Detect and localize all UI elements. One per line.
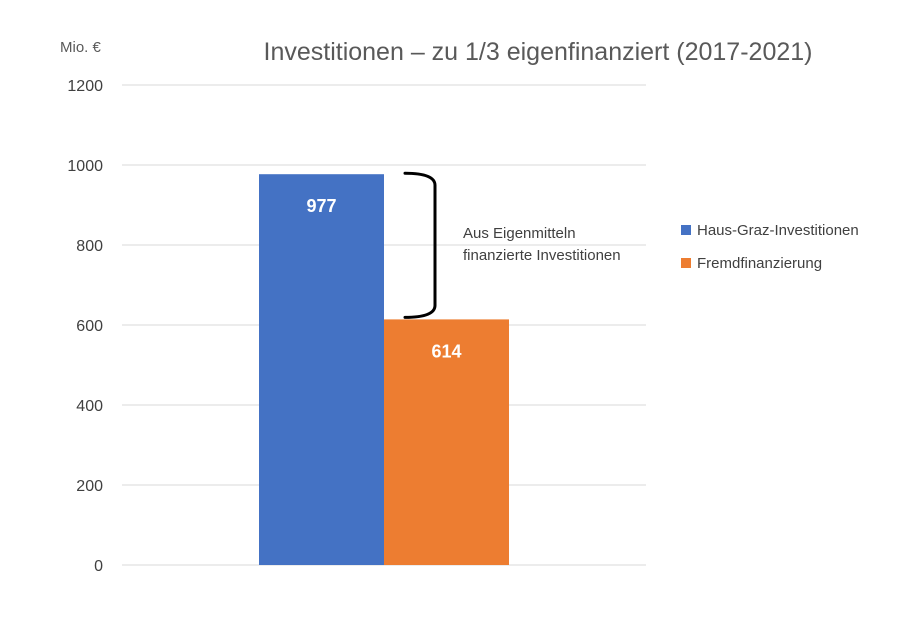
legend-swatch [681,258,691,268]
y-tick-label: 800 [76,238,103,255]
legend-label: Haus-Graz-Investitionen [697,222,859,239]
y-axis-unit-label: Mio. € [60,39,102,56]
bar [259,174,384,565]
bar [384,319,509,565]
bars [259,174,509,565]
y-tick-label: 200 [76,478,103,495]
y-tick-label: 1200 [67,78,103,95]
legend-swatch [681,225,691,235]
y-tick-label: 0 [94,558,103,575]
chart-title: Investitionen – zu 1/3 eigenfinanziert (… [264,38,813,66]
annotation-text: finanzierte Investitionen [463,247,621,264]
data-label: 614 [431,341,461,361]
y-tick-label: 600 [76,318,103,335]
annotation-text: Aus Eigenmitteln [463,225,576,242]
legend-label: Fremdfinanzierung [697,255,822,272]
annotation: Aus Eigenmitteln finanzierte Investitione… [403,171,621,319]
data-labels: 977 614 [306,196,461,361]
annotation-bracket [403,171,437,319]
y-tick-label: 400 [76,398,103,415]
y-tick-label: 1000 [67,158,103,175]
legend: Haus-Graz-Investitionen Fremdfinanzierung [681,222,859,272]
data-label: 977 [306,196,336,216]
y-axis-ticks: 0 200 400 600 800 1000 1200 [67,78,103,575]
